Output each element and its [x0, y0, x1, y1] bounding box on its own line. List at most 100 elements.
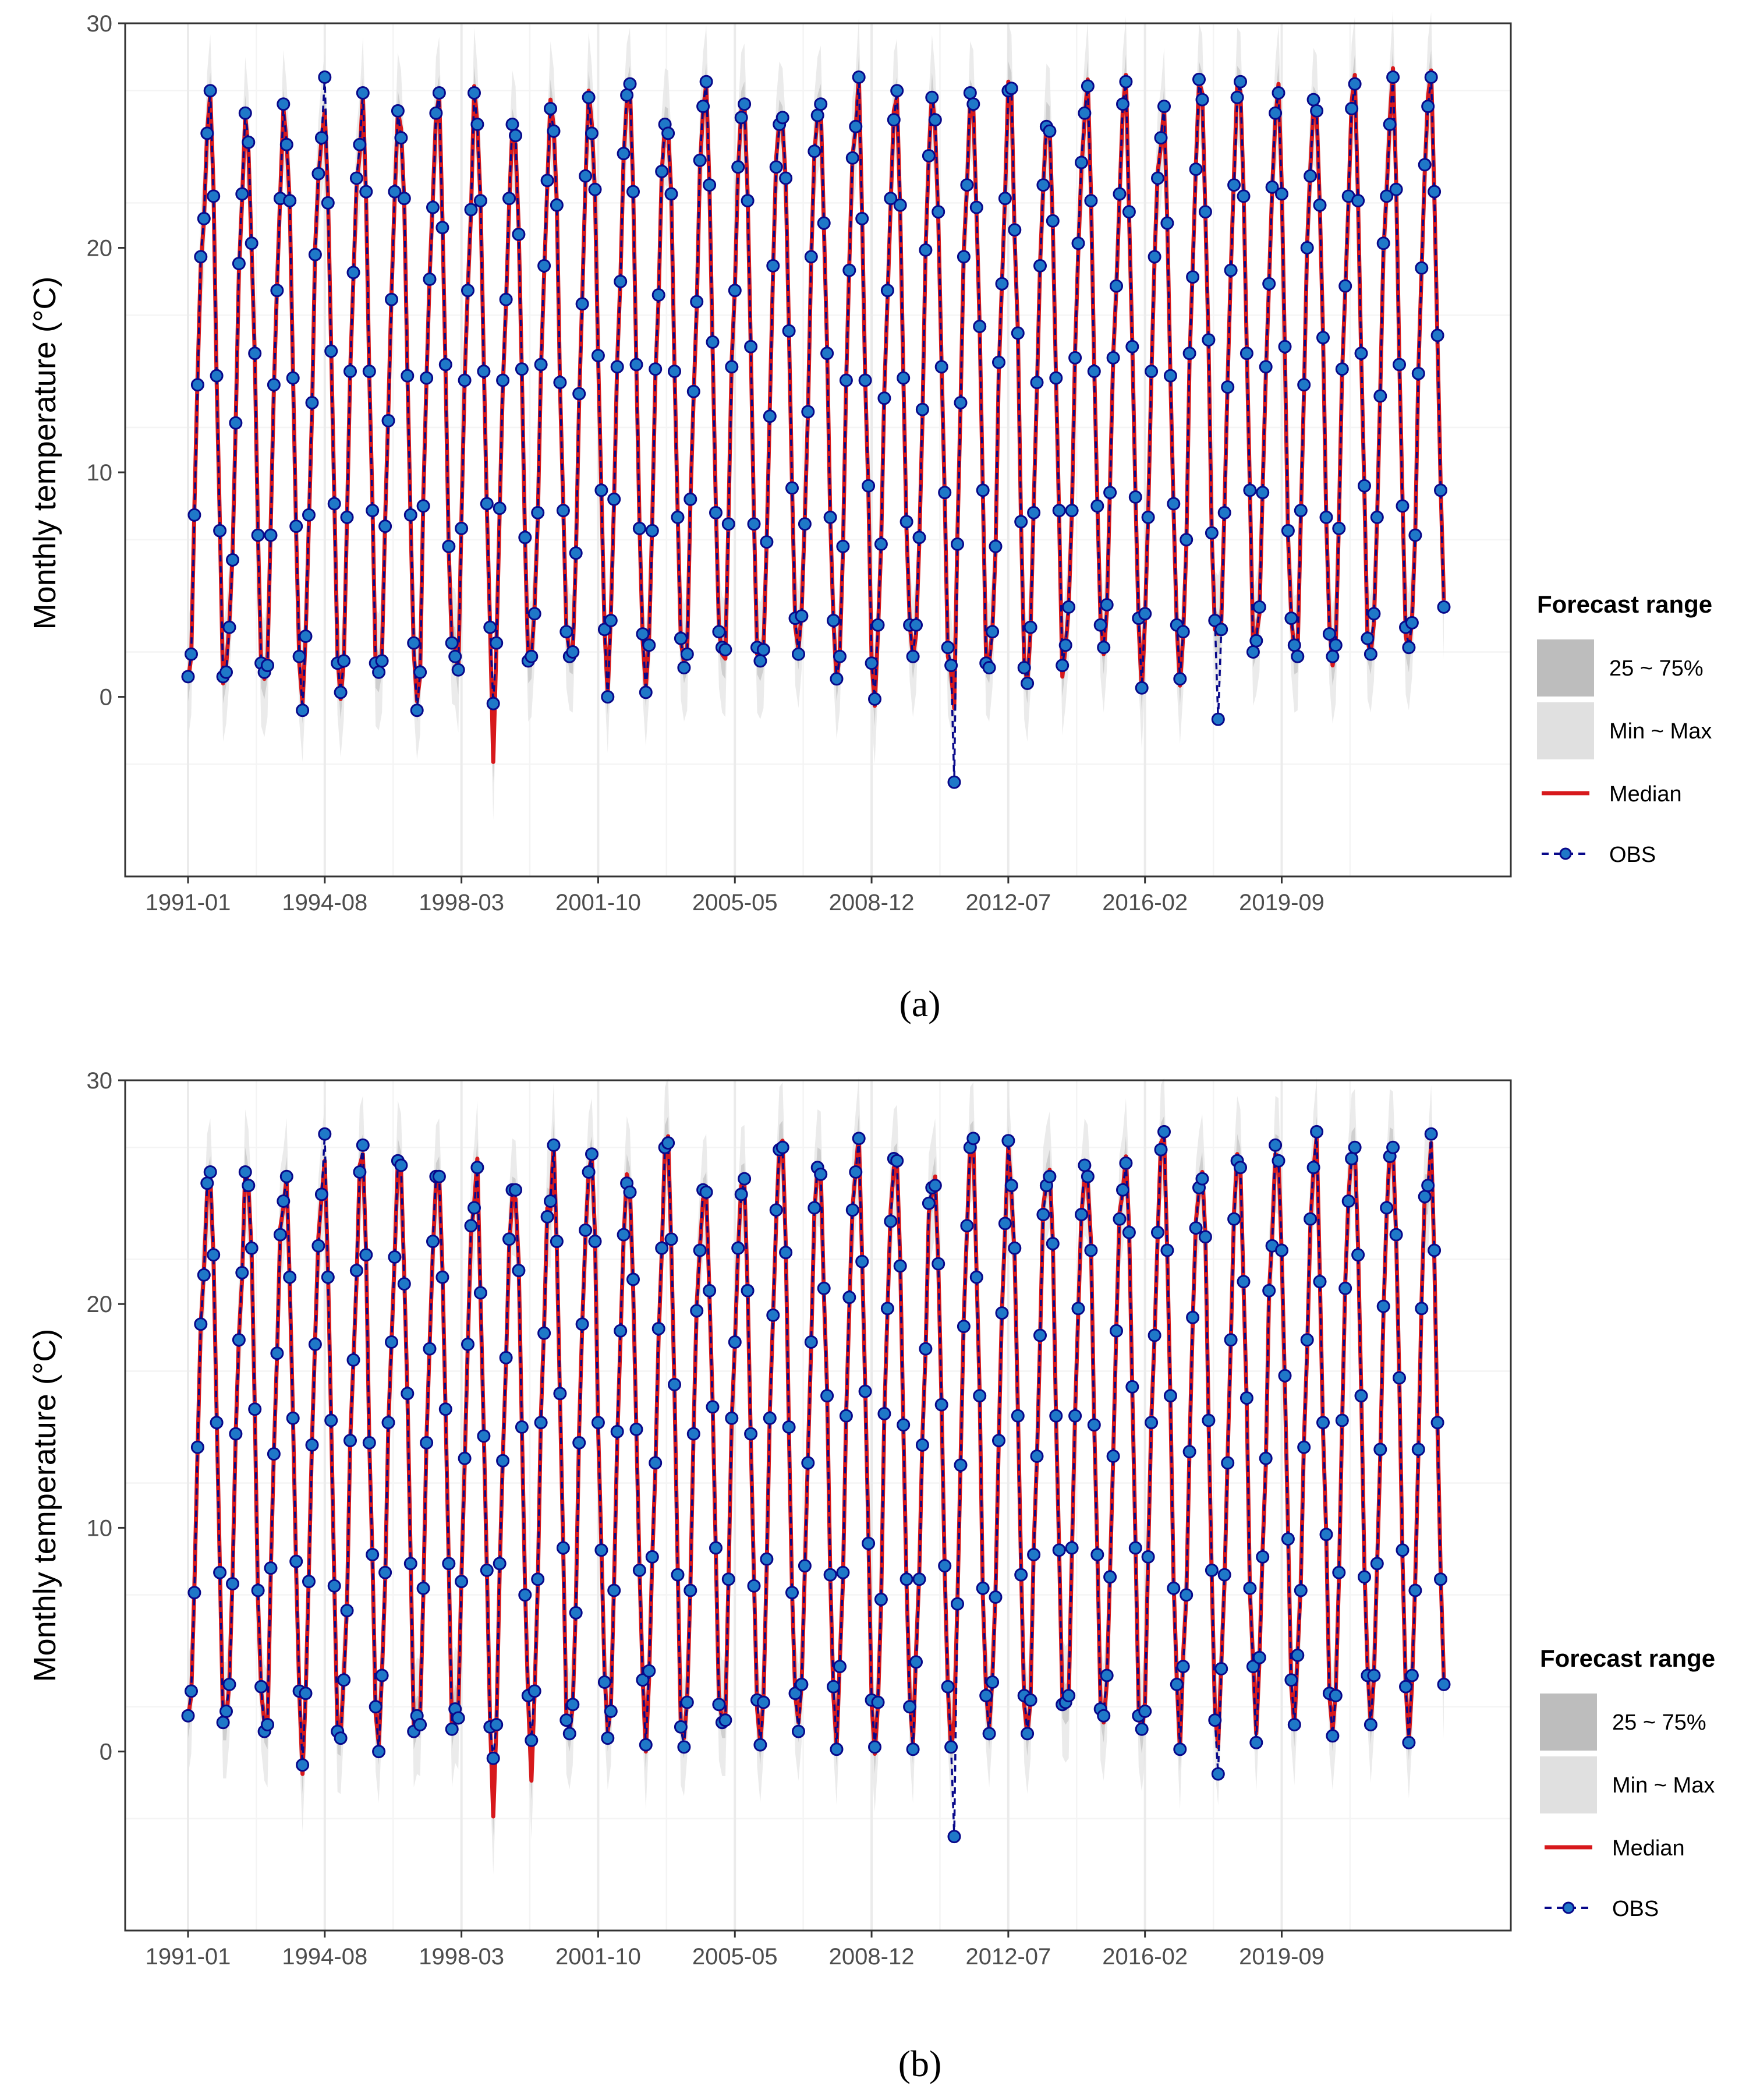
legend-label-iqr: 25 ~ 75%	[1612, 1710, 1706, 1735]
obs-point	[1100, 1668, 1114, 1682]
obs-point	[413, 1718, 427, 1731]
obs-point	[1272, 86, 1285, 100]
obs-point	[1227, 178, 1241, 192]
obs-point	[1125, 1380, 1139, 1394]
obs-point	[601, 690, 615, 704]
obs-point	[906, 1742, 920, 1756]
obs-point	[216, 1716, 230, 1730]
obs-point	[397, 192, 411, 206]
obs-point	[1148, 1328, 1161, 1342]
obs-point	[248, 347, 262, 360]
obs-point	[1227, 1212, 1241, 1226]
obs-point	[254, 1680, 268, 1694]
obs-point	[1386, 1140, 1400, 1154]
obs-point	[1182, 1445, 1196, 1459]
obs-point	[1338, 1281, 1352, 1295]
obs-point	[420, 1436, 434, 1450]
obs-point	[1297, 378, 1311, 392]
obs-point	[1351, 1248, 1365, 1262]
obs-point	[725, 360, 739, 374]
obs-point	[1319, 1528, 1333, 1542]
obs-point	[944, 659, 958, 673]
obs-point	[639, 685, 653, 699]
legend-key-minmax	[1540, 1756, 1597, 1813]
obs-point	[744, 340, 758, 353]
obs-point	[407, 636, 421, 650]
obs-point	[1421, 100, 1435, 114]
obs-point	[518, 531, 532, 545]
obs-point	[1211, 1767, 1225, 1781]
x-tick-label: 2005-05	[692, 1944, 778, 1970]
obs-point	[982, 1727, 996, 1741]
obs-point	[493, 501, 507, 515]
obs-point	[525, 1733, 539, 1747]
obs-point	[1217, 505, 1231, 519]
x-tick-label: 2012-07	[965, 1944, 1051, 1970]
obs-point	[1269, 106, 1283, 120]
obs-point	[1103, 486, 1117, 500]
obs-point	[808, 144, 821, 158]
obs-point	[232, 257, 246, 270]
obs-point	[1221, 1456, 1235, 1470]
obs-point	[1370, 510, 1384, 524]
obs-point	[1275, 1243, 1288, 1257]
obs-point	[973, 1389, 987, 1403]
x-tick-label: 2008-12	[829, 890, 915, 915]
obs-point	[1304, 169, 1318, 183]
obs-point	[1062, 600, 1076, 614]
obs-point	[1300, 241, 1314, 254]
obs-point	[744, 1427, 758, 1441]
obs-point	[445, 636, 459, 650]
obs-point	[349, 171, 363, 185]
obs-point	[1313, 198, 1327, 212]
obs-point	[801, 405, 815, 419]
obs-point	[299, 630, 313, 643]
obs-point	[976, 483, 990, 497]
obs-point	[928, 113, 942, 127]
obs-point	[607, 492, 621, 506]
obs-point	[190, 1440, 204, 1454]
obs-point	[187, 1586, 201, 1600]
obs-point	[1024, 620, 1037, 634]
x-tick-label: 1998-03	[419, 890, 504, 915]
obs-point	[1021, 676, 1035, 690]
obs-point	[817, 216, 831, 230]
legend-key-obs-point	[1562, 1901, 1575, 1914]
obs-point	[830, 1742, 844, 1756]
obs-point	[1078, 106, 1092, 120]
obs-point	[671, 510, 685, 524]
obs-point	[385, 292, 398, 306]
obs-point	[763, 409, 777, 423]
obs-point	[1148, 250, 1161, 264]
panel-border	[124, 1079, 1512, 1932]
obs-point	[1068, 351, 1082, 365]
x-axis-ticks: 1991-01 1994-08 1998-03 2001-10 2005-05 2008-…	[146, 1931, 1325, 1970]
obs-point	[213, 1565, 227, 1579]
obs-point	[1284, 1673, 1298, 1687]
obs-point	[839, 1409, 853, 1423]
obs-point	[1008, 1241, 1022, 1255]
obs-point	[1154, 1143, 1168, 1157]
obs-point	[394, 131, 408, 145]
obs-point	[938, 1559, 952, 1573]
obs-point	[1402, 1735, 1416, 1749]
obs-point	[1103, 1570, 1117, 1584]
obs-point	[951, 537, 964, 551]
obs-point	[747, 1579, 761, 1593]
legend-label-minmax: Min ~ Max	[1612, 1773, 1715, 1798]
obs-point	[187, 508, 201, 522]
obs-point	[699, 75, 713, 89]
legend-label-obs: OBS	[1609, 843, 1656, 867]
obs-point	[862, 479, 876, 493]
obs-point	[464, 1219, 478, 1233]
obs-point	[1189, 162, 1203, 176]
obs-point	[868, 1740, 881, 1754]
obs-point	[1090, 1548, 1104, 1561]
obs-point	[1141, 1550, 1155, 1564]
obs-point	[1017, 661, 1031, 674]
obs-point	[731, 1241, 745, 1255]
legend-key-iqr	[1540, 1694, 1597, 1751]
obs-point	[871, 1695, 885, 1709]
obs-point	[795, 1677, 809, 1691]
obs-point	[1176, 625, 1190, 639]
